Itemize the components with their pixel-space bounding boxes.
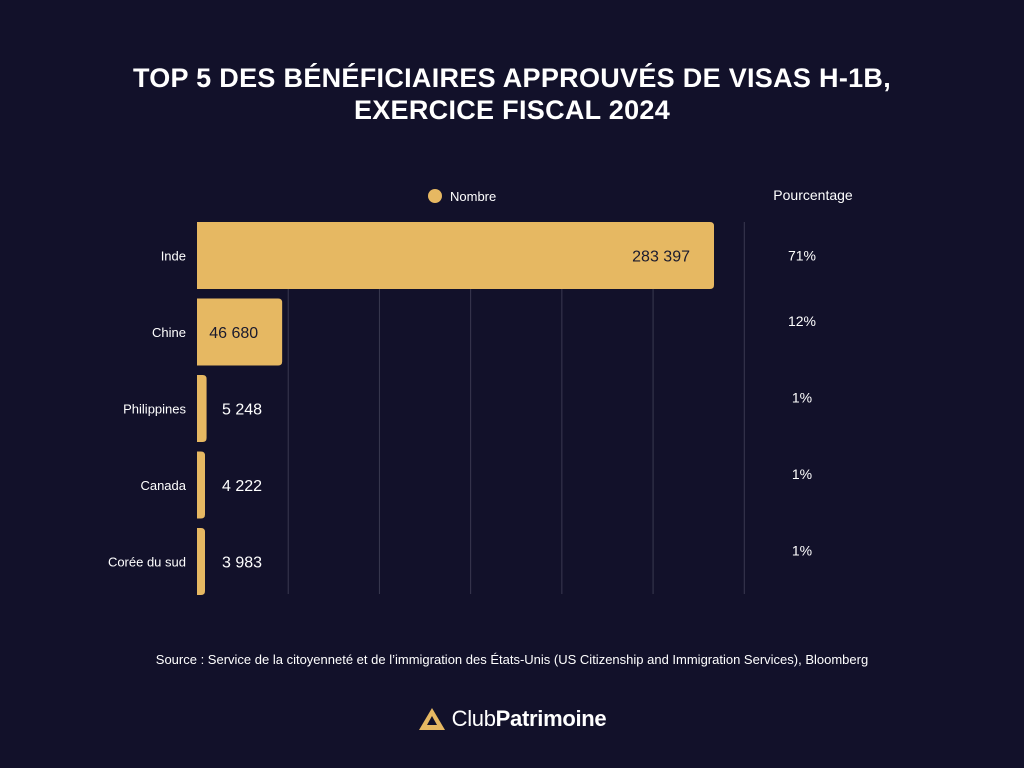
bar	[197, 298, 283, 366]
percent-label: 71%	[788, 248, 816, 264]
source-note: Source : Service de la citoyenneté et de…	[155, 652, 869, 667]
legend-swatch	[428, 189, 442, 203]
legend-label: Nombre	[450, 188, 497, 204]
category-label: Philippines	[123, 402, 186, 417]
brand-name-light: Club	[451, 706, 496, 731]
value-label: 5 248	[222, 402, 262, 419]
value-label: 46 680	[209, 325, 258, 342]
chart-title: TOP 5 DES BÉNÉFICIAIRES APPROUVÉS DE VIS…	[0, 62, 1024, 126]
category-label: Chine	[152, 325, 186, 340]
label-layer: Inde 283 397 71% Chine 46 680 12% Philippines 5…	[108, 248, 816, 572]
value-label: 283 397	[632, 249, 690, 266]
bar-layer	[197, 222, 714, 595]
club-patrimoine-logo-icon	[418, 708, 445, 730]
percent-label: 1%	[792, 390, 812, 406]
percent-label: 1%	[792, 466, 812, 482]
brand-name: ClubPatrimoine	[452, 706, 607, 732]
chart-title-line-1: TOP 5 DES BÉNÉFICIAIRES APPROUVÉS DE VIS…	[132, 63, 892, 93]
category-label: Canada	[140, 478, 186, 493]
percent-column-header: Pourcentage	[773, 187, 853, 203]
bar	[197, 222, 714, 289]
chart-legend: Nombre	[428, 186, 496, 206]
value-label: 4 222	[222, 478, 262, 495]
value-label: 3 983	[222, 555, 262, 572]
brand: ClubPatrimoine	[0, 706, 1024, 732]
bar	[197, 528, 205, 595]
category-label: Inde	[161, 249, 186, 264]
percent-label: 1%	[792, 543, 812, 559]
brand-name-bold: Patrimoine	[495, 706, 607, 731]
chart-title-line-2: EXERCICE FISCAL 2024	[353, 95, 671, 125]
percent-label: 12%	[788, 313, 816, 329]
bar	[197, 451, 205, 519]
bar	[197, 375, 207, 442]
category-label: Corée du sud	[108, 555, 186, 570]
